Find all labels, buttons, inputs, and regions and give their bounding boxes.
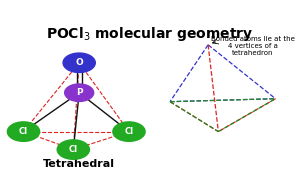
Text: POCl$_3$ molecular geometry: POCl$_3$ molecular geometry [46,25,253,43]
Text: Cl: Cl [19,127,28,136]
Text: Tetrahedral: Tetrahedral [43,159,115,169]
Text: Cl: Cl [124,127,134,136]
Text: O: O [75,58,83,67]
Ellipse shape [7,122,39,141]
Ellipse shape [63,53,95,73]
Text: Bonded atoms lie at the
4 vertices of a
tetrahedron: Bonded atoms lie at the 4 vertices of a … [211,36,295,56]
Ellipse shape [65,84,94,101]
Ellipse shape [113,122,145,141]
Text: P: P [76,88,83,97]
Text: Cl: Cl [69,145,78,154]
Ellipse shape [57,140,89,159]
